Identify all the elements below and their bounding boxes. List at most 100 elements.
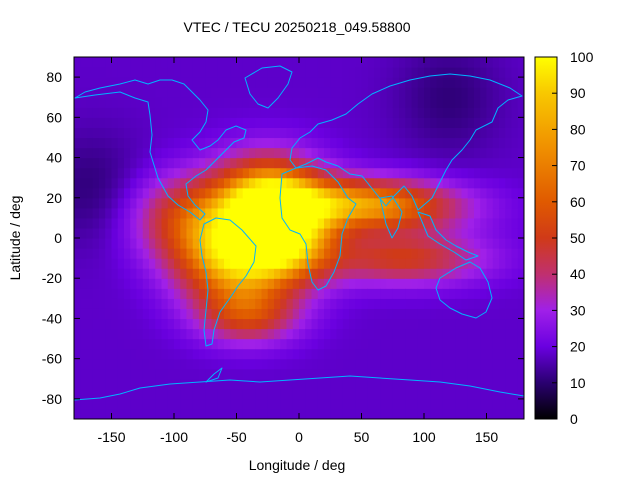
- heatmap-cell: [111, 77, 119, 88]
- heatmap-cell: [167, 77, 175, 88]
- heatmap-cell: [105, 248, 113, 259]
- heatmap-cell: [330, 187, 338, 199]
- heatmap-cell: [342, 258, 350, 269]
- heatmap-cell: [449, 338, 456, 350]
- heatmap-cell: [399, 368, 406, 380]
- y-tick-label: 60: [46, 109, 62, 125]
- heatmap-cell: [99, 318, 106, 330]
- heatmap-cell: [430, 117, 438, 128]
- heatmap-cell: [161, 157, 169, 169]
- heatmap-cell: [242, 137, 250, 149]
- heatmap-cell: [99, 368, 106, 380]
- heatmap-cell: [511, 398, 519, 410]
- heatmap-cell: [361, 87, 369, 98]
- heatmap-cell: [430, 408, 438, 419]
- heatmap-cell: [461, 388, 469, 400]
- heatmap-cell: [130, 398, 138, 410]
- heatmap-cell: [311, 157, 319, 169]
- heatmap-cell: [255, 338, 263, 350]
- heatmap-cell: [480, 388, 488, 400]
- heatmap-cell: [349, 318, 356, 330]
- heatmap-cell: [299, 288, 306, 299]
- heatmap-cell: [230, 348, 238, 360]
- heatmap-cell: [292, 77, 300, 88]
- heatmap-cell: [174, 248, 181, 259]
- heatmap-cell: [86, 217, 94, 229]
- heatmap-cell: [461, 127, 469, 139]
- heatmap-cell: [424, 97, 431, 108]
- heatmap-cell: [336, 378, 344, 390]
- heatmap-cell: [380, 67, 388, 78]
- heatmap-cell: [386, 308, 394, 320]
- heatmap-cell: [192, 408, 200, 419]
- heatmap-cell: [399, 358, 406, 370]
- heatmap-cell: [255, 157, 263, 169]
- heatmap-cell: [255, 288, 263, 299]
- heatmap-cell: [442, 328, 450, 340]
- heatmap-cell: [467, 388, 475, 400]
- heatmap-cell: [380, 298, 388, 309]
- heatmap-cell: [499, 268, 506, 279]
- heatmap-cell: [242, 248, 250, 259]
- heatmap-cell: [417, 117, 425, 128]
- heatmap-cell: [80, 268, 88, 279]
- heatmap-cell: [330, 127, 338, 139]
- heatmap-cell: [124, 107, 131, 118]
- heatmap-cell: [342, 77, 350, 88]
- heatmap-cell: [424, 137, 431, 149]
- heatmap-cell: [136, 298, 144, 309]
- coastline-greenland: [244, 65, 293, 109]
- heatmap-cell: [355, 187, 363, 199]
- heatmap-cell: [286, 57, 294, 68]
- heatmap-cell: [386, 97, 394, 108]
- heatmap-cell: [492, 177, 500, 189]
- heatmap-cell: [236, 177, 244, 189]
- heatmap-cell: [267, 87, 275, 98]
- heatmap-cell: [117, 248, 125, 259]
- heatmap-cell: [167, 147, 175, 159]
- colorbar-tick-label: 90: [570, 85, 586, 101]
- heatmap-cell: [474, 117, 481, 128]
- heatmap-cell: [280, 368, 288, 380]
- heatmap-cell: [480, 248, 488, 259]
- heatmap-cell: [430, 127, 438, 139]
- heatmap-cell: [505, 258, 513, 269]
- heatmap-cell: [99, 408, 106, 419]
- heatmap-cell: [155, 318, 163, 330]
- heatmap-cell: [305, 368, 313, 380]
- heatmap-cell: [405, 278, 413, 289]
- heatmap-cell: [74, 348, 81, 360]
- heatmap-cell: [424, 147, 431, 159]
- heatmap-cell: [211, 318, 219, 330]
- heatmap-cell: [505, 217, 513, 229]
- heatmap-cell: [74, 227, 81, 239]
- heatmap-cell: [186, 408, 194, 419]
- heatmap-cell: [342, 177, 350, 189]
- heatmap-cell: [205, 167, 213, 179]
- heatmap-cell: [324, 398, 331, 410]
- heatmap-cell: [361, 177, 369, 189]
- heatmap-cell: [474, 167, 481, 179]
- heatmap-cell: [374, 348, 381, 360]
- heatmap-cell: [255, 318, 263, 330]
- heatmap-cell: [124, 268, 131, 279]
- heatmap-cell: [430, 107, 438, 118]
- heatmap-cell: [355, 167, 363, 179]
- heatmap-cell: [161, 167, 169, 179]
- heatmap-cell: [492, 348, 500, 360]
- heatmap-cell: [117, 177, 125, 189]
- heatmap-cell: [467, 177, 475, 189]
- heatmap-cell: [242, 338, 250, 350]
- heatmap-cell: [155, 258, 163, 269]
- heatmap-cell: [142, 187, 150, 199]
- heatmap-cell: [461, 288, 469, 299]
- heatmap-cell: [186, 368, 194, 380]
- heatmap-cell: [317, 408, 325, 419]
- heatmap-cell: [405, 137, 413, 149]
- heatmap-cell: [342, 368, 350, 380]
- heatmap-cell: [405, 197, 413, 209]
- heatmap-cell: [349, 408, 356, 419]
- heatmap-cell: [324, 258, 331, 269]
- heatmap-cell: [211, 388, 219, 400]
- heatmap-cell: [305, 187, 313, 199]
